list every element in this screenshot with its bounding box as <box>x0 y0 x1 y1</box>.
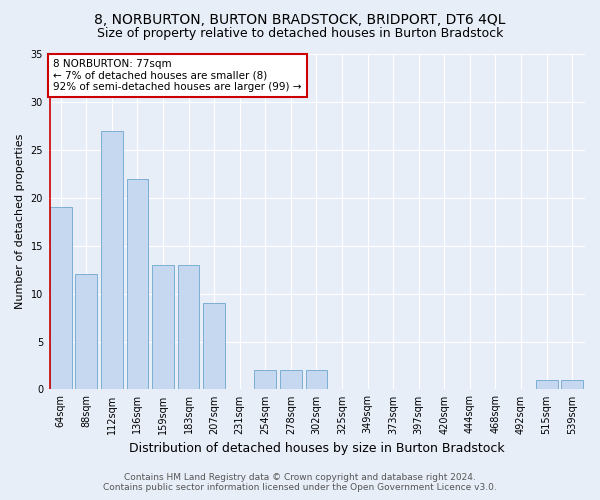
Bar <box>127 178 148 390</box>
Bar <box>562 380 583 390</box>
Bar <box>101 130 123 390</box>
Bar <box>203 303 225 390</box>
Bar <box>280 370 302 390</box>
Text: Size of property relative to detached houses in Burton Bradstock: Size of property relative to detached ho… <box>97 28 503 40</box>
Bar <box>76 274 97 390</box>
Bar <box>50 208 71 390</box>
Y-axis label: Number of detached properties: Number of detached properties <box>15 134 25 310</box>
Bar <box>536 380 557 390</box>
Text: 8 NORBURTON: 77sqm
← 7% of detached houses are smaller (8)
92% of semi-detached : 8 NORBURTON: 77sqm ← 7% of detached hous… <box>53 59 302 92</box>
Text: Contains HM Land Registry data © Crown copyright and database right 2024.
Contai: Contains HM Land Registry data © Crown c… <box>103 473 497 492</box>
Text: 8, NORBURTON, BURTON BRADSTOCK, BRIDPORT, DT6 4QL: 8, NORBURTON, BURTON BRADSTOCK, BRIDPORT… <box>94 12 506 26</box>
Bar <box>178 265 199 390</box>
Bar <box>152 265 174 390</box>
X-axis label: Distribution of detached houses by size in Burton Bradstock: Distribution of detached houses by size … <box>128 442 504 455</box>
Bar <box>254 370 276 390</box>
Bar <box>305 370 328 390</box>
